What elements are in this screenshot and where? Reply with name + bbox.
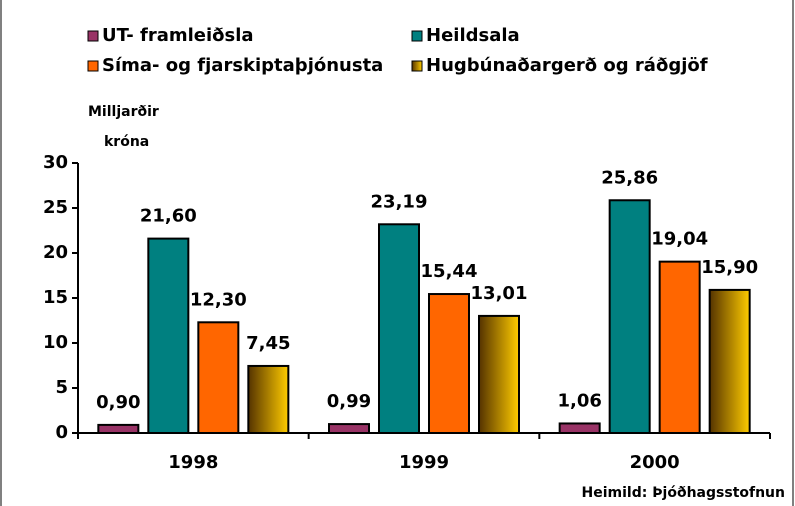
legend-label: Hugbúnaðargerð og ráðgjöf — [426, 55, 708, 76]
value-label: 7,45 — [246, 333, 290, 354]
legend-swatch — [87, 30, 99, 42]
y-tick-label: 0 — [55, 422, 68, 443]
value-label: 1,06 — [557, 390, 601, 411]
bar — [428, 293, 470, 435]
y-tick-label: 15 — [43, 287, 68, 308]
value-label: 25,86 — [601, 167, 658, 188]
bar — [658, 260, 701, 435]
legend-label: Síma- og fjarskiptaþjónusta — [102, 55, 383, 76]
value-label: 21,60 — [140, 206, 197, 227]
y-tick-label: 10 — [43, 332, 68, 353]
legend-label: UT- framleiðsla — [102, 25, 254, 46]
value-label: 23,19 — [371, 191, 428, 212]
y-tick-label: 30 — [43, 152, 68, 173]
bar — [378, 223, 420, 434]
bar — [608, 199, 651, 434]
bar — [558, 422, 601, 434]
value-label: 13,01 — [471, 283, 528, 304]
y-tick-label: 20 — [43, 242, 68, 263]
value-label: 19,04 — [651, 229, 708, 250]
bar — [478, 314, 520, 434]
legend-label: Heildsala — [426, 25, 520, 46]
x-tick-label: 1998 — [168, 452, 218, 473]
bar — [708, 288, 751, 434]
y-label: Milljarðir — [88, 104, 159, 120]
legend-swatch — [411, 60, 423, 72]
legend-swatch — [411, 30, 423, 42]
bar — [247, 364, 290, 435]
x-tick-label: 1999 — [399, 452, 449, 473]
bar — [197, 321, 240, 434]
y-label: króna — [104, 134, 149, 150]
source: Heimild: Þjóðhagsstofnun — [582, 485, 785, 501]
x-tick-label: 2000 — [630, 452, 680, 473]
value-label: 15,90 — [701, 257, 758, 278]
value-label: 0,99 — [327, 391, 371, 412]
y-tick-label: 5 — [55, 377, 68, 398]
bar — [97, 423, 140, 434]
bar — [147, 237, 190, 434]
legend-swatch — [87, 60, 99, 72]
y-tick-label: 25 — [43, 197, 68, 218]
bar — [328, 423, 370, 434]
value-label: 15,44 — [421, 261, 478, 282]
value-label: 0,90 — [96, 392, 140, 413]
value-label: 12,30 — [190, 289, 247, 310]
